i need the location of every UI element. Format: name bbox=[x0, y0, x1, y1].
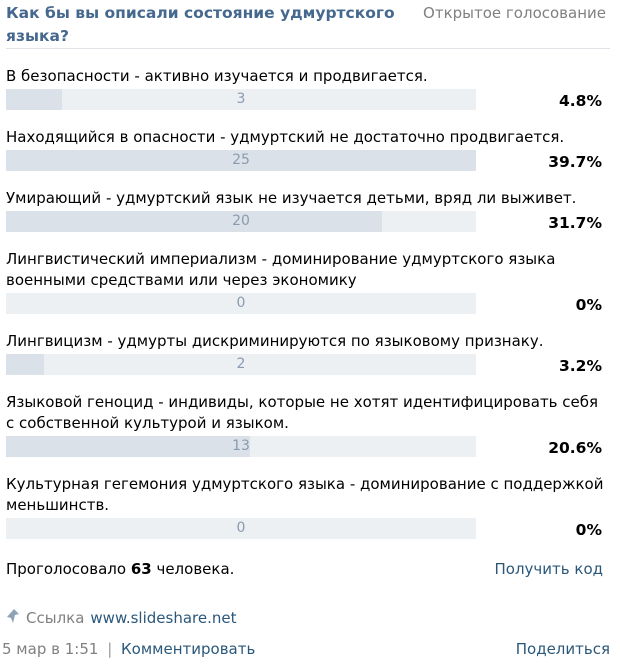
poll-option-label: В безопасности - активно изучается и про… bbox=[6, 67, 428, 85]
poll-option-count: 0 bbox=[236, 295, 246, 311]
poll-option-count: 3 bbox=[236, 91, 246, 107]
poll-option-percent: 4.8% bbox=[559, 92, 602, 110]
post-meta: 5 мар в 1:51 | Комментировать bbox=[2, 640, 255, 658]
poll-option-fill bbox=[6, 354, 44, 375]
poll-option[interactable]: Находящийся в опасности - удмуртский не … bbox=[6, 127, 610, 171]
votes-prefix: Проголосовало bbox=[6, 560, 127, 578]
poll-option-bar[interactable]: 3 bbox=[6, 89, 476, 110]
get-code-link[interactable]: Получить код bbox=[494, 560, 604, 578]
poll-option-bar[interactable]: 0 bbox=[6, 293, 476, 314]
poll-option[interactable]: Лингвицизм - удмурты дискриминируются по… bbox=[6, 331, 610, 375]
link-icon bbox=[6, 608, 20, 628]
meta-separator: | bbox=[107, 640, 113, 658]
poll-option[interactable]: Культурная гегемония удмуртского языка -… bbox=[6, 474, 610, 539]
votes-total: 63 bbox=[130, 560, 152, 578]
poll-option[interactable]: В безопасности - активно изучается и про… bbox=[6, 66, 610, 110]
poll-option-bar[interactable]: 25 bbox=[6, 150, 476, 171]
poll-option-bar[interactable]: 0 bbox=[6, 518, 476, 539]
poll-option-percent: 0% bbox=[575, 296, 602, 314]
poll-header: Как бы вы описали состояние удмуртского … bbox=[6, 2, 610, 49]
poll-option-percent: 39.7% bbox=[548, 153, 602, 171]
poll-option-label: Лингвицизм - удмурты дискриминируются по… bbox=[6, 332, 544, 350]
poll-option-count: 13 bbox=[232, 438, 250, 454]
attached-link[interactable]: Ссылка www.slideshare.net bbox=[6, 608, 236, 628]
poll-option-percent: 20.6% bbox=[548, 439, 602, 457]
poll-option-label: Умирающий - удмуртский язык не изучается… bbox=[6, 189, 577, 207]
link-prefix: Ссылка bbox=[26, 609, 85, 627]
poll-option-fill bbox=[6, 436, 251, 457]
votes-suffix: человека. bbox=[156, 560, 235, 578]
poll-option-bar[interactable]: 20 bbox=[6, 211, 476, 232]
poll-option-bar[interactable]: 13 bbox=[6, 436, 476, 457]
poll-option-percent: 31.7% bbox=[548, 214, 602, 232]
poll-question: Как бы вы описали состояние удмуртского … bbox=[6, 4, 395, 45]
poll-option-bar[interactable]: 2 bbox=[6, 354, 476, 375]
post-date[interactable]: 5 мар в 1:51 bbox=[2, 640, 99, 658]
poll-option-fill bbox=[6, 150, 476, 171]
poll-option-percent: 0% bbox=[575, 521, 602, 539]
poll-option-fill bbox=[6, 89, 63, 110]
poll-option-label: Языковой геноцид - индивиды, которые не … bbox=[6, 393, 599, 432]
poll-option-label: Культурная гегемония удмуртского языка -… bbox=[6, 475, 604, 514]
poll-type-label: Открытое голосование bbox=[423, 4, 606, 22]
poll-option-label: Лингвистический империализм - доминирова… bbox=[6, 250, 556, 289]
poll-option-count: 25 bbox=[232, 152, 250, 168]
poll-option[interactable]: Умирающий - удмуртский язык не изучается… bbox=[6, 188, 610, 232]
poll-option-percent: 3.2% bbox=[559, 357, 602, 375]
share-link[interactable]: Поделиться bbox=[515, 640, 610, 658]
poll-option-count: 2 bbox=[236, 356, 246, 372]
link-url[interactable]: www.slideshare.net bbox=[90, 609, 237, 627]
poll-option-fill bbox=[6, 211, 382, 232]
poll-option[interactable]: Лингвистический империализм - доминирова… bbox=[6, 249, 610, 314]
poll-option-label: Находящийся в опасности - удмуртский не … bbox=[6, 128, 565, 146]
comment-link[interactable]: Комментировать bbox=[121, 640, 256, 658]
poll-option-count: 0 bbox=[236, 520, 246, 536]
poll-option[interactable]: Языковой геноцид - индивиды, которые не … bbox=[6, 392, 610, 457]
votes-summary: Проголосовало 63 человека. bbox=[6, 560, 234, 578]
poll-option-count: 20 bbox=[232, 213, 250, 229]
